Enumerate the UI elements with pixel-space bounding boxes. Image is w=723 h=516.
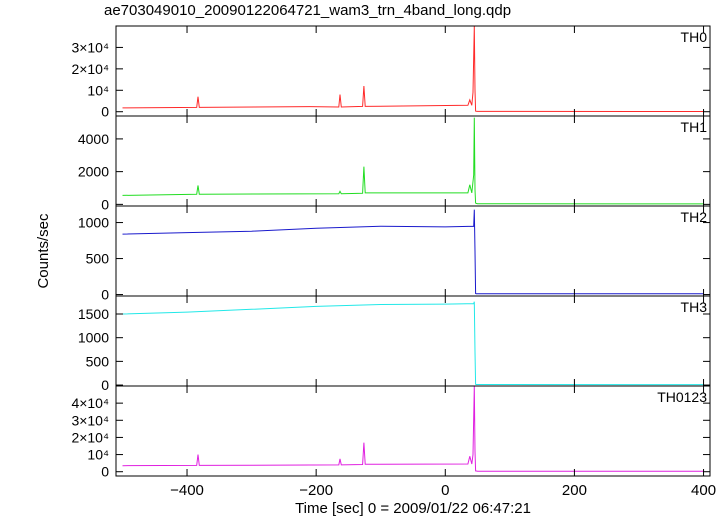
y-tick-label: 500 [86, 251, 110, 267]
y-tick-label: 2×10⁴ [71, 61, 109, 77]
series-line-th0123 [122, 386, 704, 472]
x-tick-label: 400 [691, 482, 716, 499]
series-line-th2 [122, 209, 704, 295]
y-tick-label: 0 [101, 377, 109, 393]
y-tick-label: 0 [101, 464, 109, 480]
y-tick-label: 4×10⁴ [71, 395, 109, 411]
y-tick-label: 3×10⁴ [71, 412, 109, 428]
series-line-th1 [122, 117, 704, 205]
y-tick-label: 10⁴ [87, 447, 109, 463]
y-axis-label: Counts/sec [35, 213, 52, 289]
y-tick-label: 500 [86, 353, 110, 369]
y-tick-label: 10⁴ [87, 82, 109, 98]
panel-frame-th3 [115, 295, 711, 387]
y-tick-label: 4000 [78, 131, 109, 147]
series-line-th0 [122, 26, 704, 112]
y-tick-label: 0 [101, 104, 109, 120]
x-tick-label: 200 [562, 482, 587, 499]
y-tick-label: 2×10⁴ [71, 429, 109, 445]
y-tick-label: 0 [101, 287, 109, 303]
x-tick-label: 0 [441, 482, 449, 499]
panel-label-th2: TH2 [681, 209, 708, 225]
y-tick-label: 2000 [78, 164, 109, 180]
panel-label-th1: TH1 [681, 119, 708, 135]
y-tick-label: 1000 [78, 330, 109, 346]
chart-title: ae703049010_20090122064721_wam3_trn_4ban… [104, 2, 512, 19]
x-tick-label: −200 [299, 482, 333, 499]
panel-frame-th0 [115, 25, 711, 117]
panel-frame-th2 [115, 205, 711, 297]
panel-frame-th0123 [115, 385, 711, 477]
x-tick-label: −400 [170, 482, 204, 499]
y-tick-label: 3×10⁴ [71, 39, 109, 55]
series-line-th3 [122, 301, 704, 386]
y-tick-label: 1000 [78, 215, 109, 231]
y-tick-label: 1500 [78, 306, 109, 322]
x-axis-label: Time [sec] 0 = 2009/01/22 06:47:21 [295, 500, 531, 516]
panel-label-th3: TH3 [681, 299, 708, 315]
y-tick-label: 0 [101, 196, 109, 212]
panel-label-th0: TH0 [681, 29, 708, 45]
panel-label-th0123: TH0123 [657, 389, 707, 405]
